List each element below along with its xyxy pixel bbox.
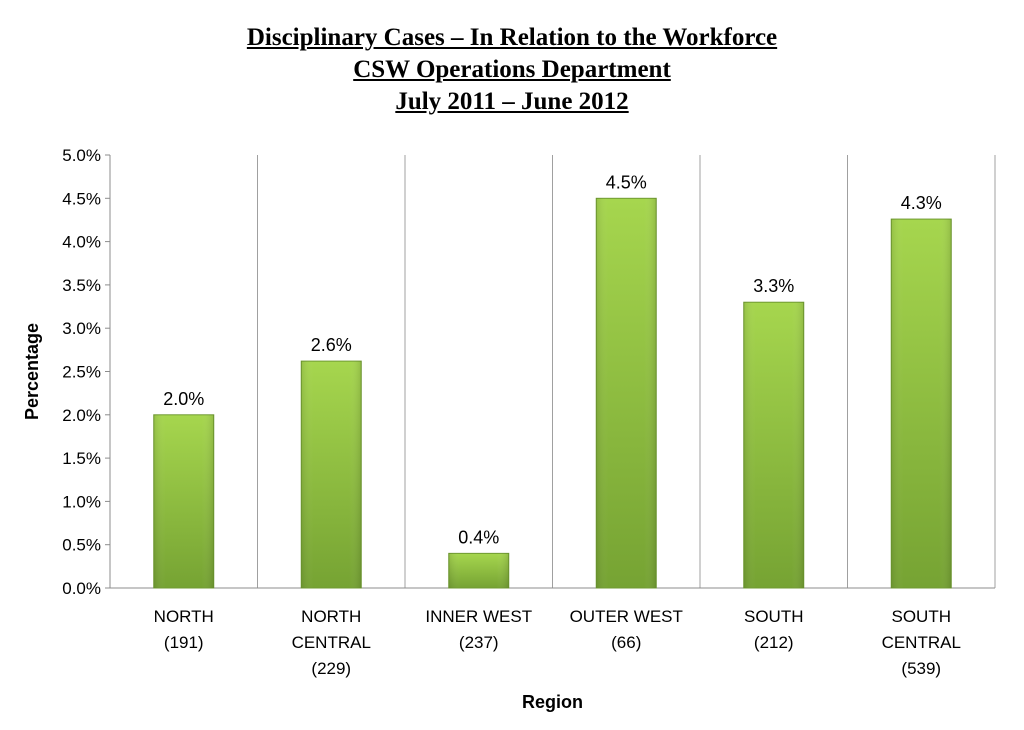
- data-label: 2.0%: [163, 389, 204, 409]
- bar-shade: [743, 302, 804, 588]
- x-axis-title: Region: [522, 692, 583, 712]
- chart-title: Disciplinary Cases – In Relation to the …: [0, 22, 1024, 118]
- category-label: SOUTH (212): [744, 607, 804, 652]
- bar-shade: [891, 219, 952, 589]
- category-label: NORTH CENTRAL (229): [292, 607, 371, 678]
- y-tick-label: 4.0%: [62, 233, 101, 252]
- data-label: 0.4%: [458, 527, 499, 547]
- bar-shade: [448, 553, 509, 588]
- data-label: 4.3%: [901, 193, 942, 213]
- bar-shade: [596, 198, 657, 589]
- y-tick-label: 3.0%: [62, 319, 101, 338]
- category-label: SOUTH CENTRAL (539): [882, 607, 961, 678]
- y-tick-label: 0.5%: [62, 536, 101, 555]
- title-line-3: July 2011 – June 2012: [395, 88, 629, 115]
- y-tick-label: 2.0%: [62, 406, 101, 425]
- bar-shade: [301, 361, 362, 588]
- category-label: NORTH (191): [154, 607, 214, 652]
- y-tick-label: 1.0%: [62, 492, 101, 511]
- title-line-1: Disciplinary Cases – In Relation to the …: [246, 24, 778, 51]
- data-label: 3.3%: [753, 276, 794, 296]
- y-tick-label: 0.0%: [62, 579, 101, 598]
- y-axis-title: Percentage: [22, 323, 42, 420]
- y-tick-label: 5.0%: [62, 146, 101, 165]
- category-label: OUTER WEST (66): [570, 607, 683, 652]
- y-tick-label: 4.5%: [62, 189, 101, 208]
- y-tick-label: 1.5%: [62, 449, 101, 468]
- title-line-2: CSW Operations Department: [353, 56, 671, 83]
- y-tick-label: 2.5%: [62, 363, 101, 382]
- category-label: INNER WEST (237): [425, 607, 532, 652]
- data-label: 4.5%: [606, 172, 647, 192]
- data-label: 2.6%: [311, 335, 352, 355]
- bar-shade: [153, 414, 214, 588]
- y-tick-label: 3.5%: [62, 276, 101, 295]
